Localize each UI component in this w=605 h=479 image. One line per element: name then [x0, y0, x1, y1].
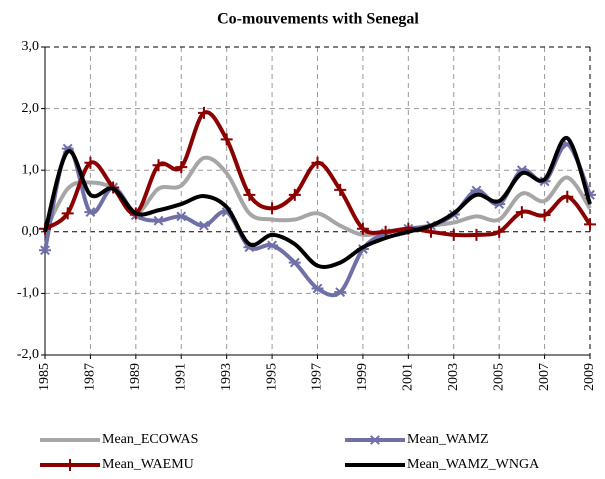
x-tick-label: 2009 [582, 363, 597, 391]
marker [197, 106, 210, 119]
marker [379, 225, 392, 238]
marker [84, 156, 97, 169]
legend-label: Mean_WAMZ [407, 432, 489, 447]
y-tick-label: 3,0 [22, 39, 40, 54]
marker [197, 220, 210, 231]
x-tick-label: 2007 [537, 363, 552, 391]
marker [493, 225, 506, 238]
marker [311, 283, 324, 294]
x-tick-label: 2001 [401, 363, 416, 391]
x-tick-label: 1989 [128, 363, 143, 391]
legend-label: Mean_ECOWAS [102, 432, 198, 447]
legend-label: Mean_WAEMU [102, 457, 194, 472]
x-tick-label: 1997 [310, 363, 325, 391]
marker [334, 183, 347, 196]
marker [288, 188, 301, 201]
marker [61, 207, 74, 220]
marker [266, 240, 279, 251]
marker [152, 215, 165, 226]
marker [369, 435, 381, 445]
x-tick-label: 1993 [219, 363, 234, 391]
marker [39, 245, 51, 256]
x-tick-label: 1987 [83, 363, 98, 391]
marker [175, 161, 188, 174]
y-tick-label: 1,0 [22, 162, 40, 177]
marker [447, 228, 460, 241]
marker [311, 156, 324, 169]
marker [538, 209, 551, 222]
marker [470, 228, 483, 241]
x-tick-label: 1991 [173, 363, 188, 391]
marker [243, 188, 256, 201]
y-tick-label: 2,0 [22, 101, 40, 116]
marker [288, 257, 301, 268]
y-tick-label: 0,0 [22, 224, 40, 239]
marker [220, 133, 233, 146]
marker [266, 202, 279, 215]
x-tick-label: 1999 [355, 363, 370, 391]
x-tick-label: 2003 [446, 363, 461, 391]
marker [334, 287, 347, 298]
legend-label: Mean_WAMZ_WNGA [407, 457, 540, 472]
marker [584, 218, 596, 231]
x-tick-label: 1995 [264, 363, 279, 391]
x-tick-label: 2005 [491, 363, 506, 391]
marker [84, 207, 97, 217]
x-tick-label: 1985 [37, 363, 52, 391]
series-line [43, 136, 592, 269]
marker [64, 459, 76, 471]
marker [152, 159, 165, 172]
marker [515, 206, 528, 219]
marker [561, 190, 574, 203]
marker [175, 211, 188, 222]
marker [425, 225, 438, 238]
y-tick-label: -2,0 [17, 347, 39, 362]
y-tick-label: -1,0 [17, 286, 39, 301]
marker [356, 222, 369, 235]
chart-title: Co-mouvements with Senegal [217, 11, 419, 28]
